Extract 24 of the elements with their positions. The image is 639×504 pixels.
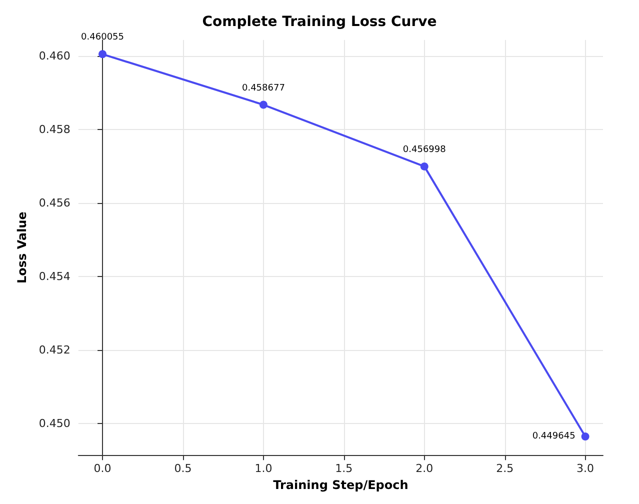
y-tick-label: 0.450: [38, 417, 70, 430]
y-tick-label: 0.460: [38, 50, 70, 63]
x-tick-label: 1.0: [254, 462, 272, 476]
data-label: 0.449645: [532, 432, 576, 442]
x-tick-label: 0.0: [94, 462, 112, 476]
y-tick-label: 0.454: [38, 270, 70, 284]
point: [98, 50, 107, 58]
y-axis-title: Loss Value: [15, 212, 29, 284]
x-tick-label: 2.0: [416, 462, 434, 476]
x-axis-title: Training Step/Epoch: [273, 478, 408, 492]
x-tick-label: 2.5: [496, 462, 514, 476]
data-label: 0.460055: [81, 32, 124, 43]
chart-title: Complete Training Loss Curve: [202, 14, 437, 30]
x-tick-label: 1.5: [335, 462, 353, 476]
x-tick-label: 3.0: [576, 462, 594, 476]
data-label: 0.458677: [242, 83, 285, 94]
y-tick-label: 0.456: [38, 196, 70, 210]
point: [581, 432, 590, 441]
x-tick-label: 0.5: [174, 462, 192, 476]
point: [420, 162, 428, 170]
y-tick-label: 0.458: [38, 123, 70, 136]
data-label: 0.456998: [402, 144, 446, 155]
point: [259, 100, 268, 109]
y-tick-label: 0.452: [38, 344, 70, 357]
